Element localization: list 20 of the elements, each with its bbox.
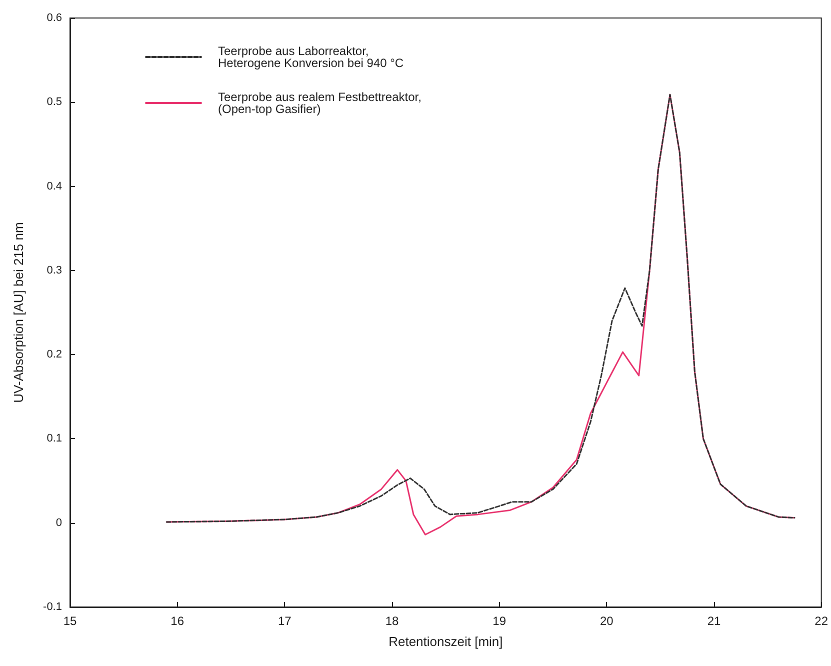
legend-label: Teerprobe aus realem Festbettreaktor, (Open-top Gasifier)	[218, 90, 422, 116]
x-tick-label: 17	[278, 614, 292, 628]
y-axis-title: UV-Absorption [AU] bei 215 nm	[11, 222, 26, 403]
legend-label: Teerprobe aus Laborreaktor, Heterogene Konversion bei 940 °C	[218, 44, 404, 70]
y-tick-label: 0.6	[46, 12, 62, 24]
x-tick-label: 15	[63, 614, 77, 628]
y-tick-label: 0.2	[46, 348, 62, 361]
y-tick-label: -0.1	[43, 601, 62, 613]
x-tick-label: 16	[170, 614, 184, 628]
x-tick-label: 19	[492, 614, 506, 628]
y-tick-label: 0.3	[46, 264, 62, 276]
x-axis-title: Retentionszeit [min]	[388, 634, 503, 649]
y-tick-label: 0	[56, 516, 62, 529]
y-tick-label: 0.5	[46, 96, 62, 108]
x-tick-label: 18	[385, 614, 399, 628]
x-tick-label: 20	[600, 614, 614, 628]
x-tick-label: 21	[707, 614, 721, 628]
y-tick-label: 0.1	[46, 432, 62, 445]
y-tick-label: 0.4	[46, 180, 62, 192]
x-tick-label: 22	[814, 614, 828, 628]
